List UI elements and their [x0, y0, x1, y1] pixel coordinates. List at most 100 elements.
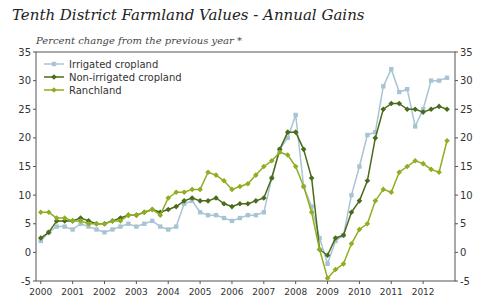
x-tick: [72, 281, 73, 284]
point: [428, 106, 434, 112]
y-tick-label: 30: [18, 75, 31, 86]
point: [110, 227, 114, 231]
point: [412, 158, 418, 164]
point: [293, 129, 299, 135]
x-tick-label: 2004: [157, 287, 180, 297]
point: [158, 224, 162, 228]
point: [357, 198, 363, 204]
point: [150, 207, 156, 213]
point: [317, 247, 323, 253]
point: [325, 275, 331, 281]
point: [349, 210, 355, 216]
point: [38, 235, 44, 241]
y2-tick: [455, 281, 458, 282]
point: [126, 222, 130, 226]
point: [213, 172, 219, 178]
y-tick: [33, 223, 36, 224]
point: [381, 106, 387, 112]
point: [245, 201, 251, 207]
y2-tick-label: 0: [460, 247, 466, 258]
point: [261, 164, 267, 170]
point: [436, 104, 442, 110]
y-tick: [33, 52, 36, 53]
y2-tick: [455, 252, 458, 253]
point: [213, 195, 219, 201]
point: [325, 252, 331, 258]
point: [174, 224, 178, 228]
point: [181, 198, 187, 204]
point: [142, 222, 146, 226]
y-tick-label: 0: [25, 247, 31, 258]
point: [341, 233, 345, 237]
point: [189, 187, 195, 193]
point: [261, 195, 267, 201]
point: [253, 172, 259, 178]
point: [293, 113, 297, 117]
point: [357, 164, 361, 168]
x-tick-label: 2012: [412, 287, 435, 297]
y-tick: [33, 109, 36, 110]
x-tick: [136, 281, 137, 284]
point: [110, 218, 116, 224]
point: [198, 210, 202, 214]
y-tick: [33, 195, 36, 196]
y2-tick: [455, 223, 458, 224]
point: [309, 210, 315, 216]
legend-marker: [51, 74, 57, 80]
point: [157, 212, 163, 218]
x-tick-label: 2003: [125, 287, 148, 297]
point: [405, 87, 409, 91]
x-tick-label: 2011: [380, 287, 403, 297]
point: [436, 169, 442, 175]
point: [246, 213, 250, 217]
point: [444, 106, 450, 112]
point: [54, 215, 60, 221]
point: [341, 261, 347, 267]
point: [270, 176, 274, 180]
point: [349, 241, 355, 247]
point: [388, 101, 394, 107]
point: [301, 184, 307, 190]
point: [237, 184, 243, 190]
point: [94, 221, 100, 227]
y2-tick: [455, 166, 458, 167]
point: [341, 232, 347, 238]
point: [86, 221, 92, 227]
x-tick-label: 2002: [93, 287, 116, 297]
point: [277, 149, 283, 155]
y2-tick-label: 35: [460, 47, 473, 58]
point: [173, 189, 179, 195]
x-tick-label: 2000: [29, 287, 52, 297]
point: [445, 76, 449, 80]
x-tick: [327, 281, 328, 284]
point: [102, 221, 108, 227]
x-tick: [168, 281, 169, 284]
point: [420, 109, 426, 115]
point: [110, 218, 116, 224]
y2-tick: [455, 195, 458, 196]
point: [428, 167, 434, 173]
point: [412, 106, 418, 112]
point: [262, 210, 266, 214]
point: [38, 210, 44, 216]
point: [134, 224, 138, 228]
point: [134, 212, 140, 218]
point: [165, 207, 171, 213]
point: [55, 224, 59, 228]
point: [365, 133, 369, 137]
point: [70, 227, 74, 231]
point: [165, 195, 171, 201]
point: [396, 169, 402, 175]
x-tick-label: 2007: [252, 287, 275, 297]
y-tick-label: 20: [18, 132, 31, 143]
point: [46, 210, 52, 216]
x-tick: [263, 281, 264, 284]
x-tick: [40, 281, 41, 284]
point: [229, 187, 235, 193]
x-tick-label: 2010: [348, 287, 371, 297]
point: [134, 212, 140, 218]
x-tick: [231, 281, 232, 284]
point: [404, 164, 410, 170]
x-tick: [391, 281, 392, 284]
point: [413, 124, 417, 128]
